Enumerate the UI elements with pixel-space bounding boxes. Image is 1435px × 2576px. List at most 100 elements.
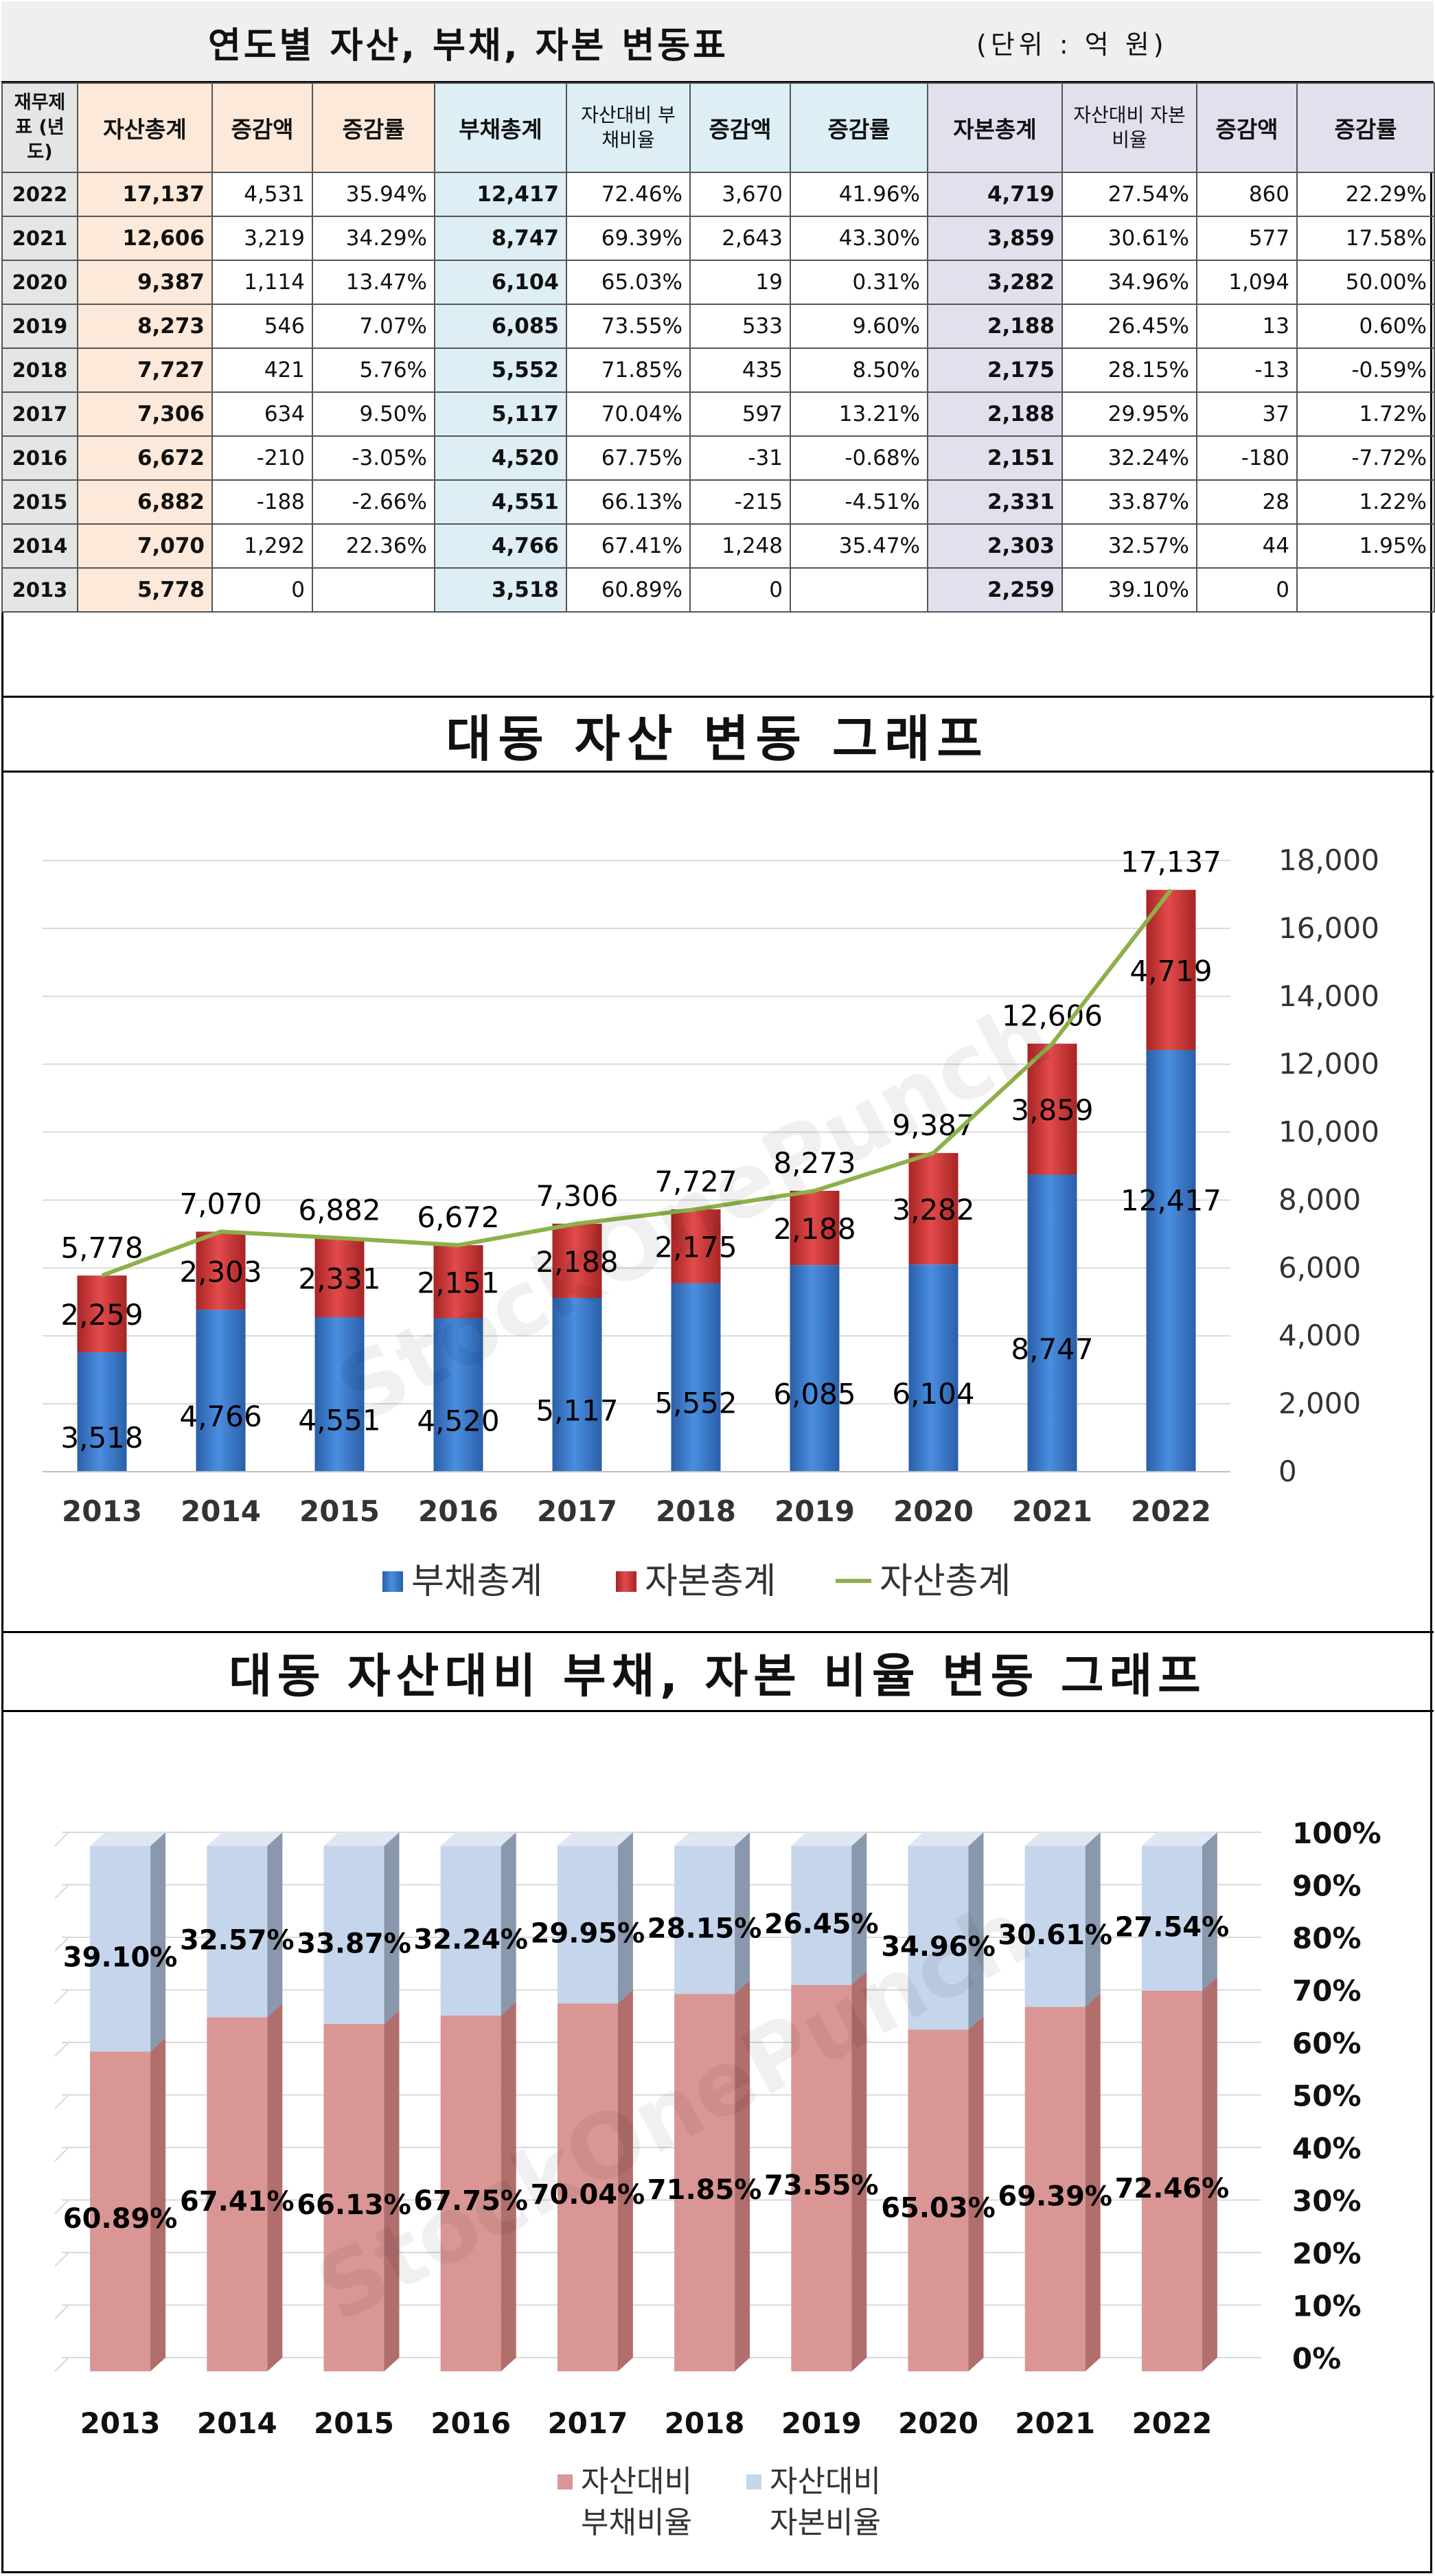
y-tick-label: 10%	[1292, 2290, 1362, 2323]
bar-cap-side	[851, 1832, 867, 1985]
data-label-liab: 6,085	[773, 1378, 856, 1411]
cell-c-rate: 1.72%	[1296, 391, 1435, 437]
gridline-side	[54, 1989, 69, 2005]
data-label-cap-ratio: 33.87%	[297, 1928, 411, 1960]
bar-liab-side	[1085, 1993, 1101, 2371]
bar-cap-ratio	[207, 1846, 268, 2018]
cell-year: 2013	[1, 567, 78, 613]
cell-cap: 3,282	[927, 260, 1063, 305]
bar-liab-side	[267, 2003, 283, 2371]
x-tick-label: 2021	[1015, 2406, 1095, 2440]
x-tick-label: 2019	[774, 1494, 855, 1528]
cell-c-ratio: 30.61%	[1061, 216, 1197, 261]
cell-l-rate: 43.30%	[790, 216, 928, 261]
cell-l-ratio: 69.39%	[566, 216, 691, 261]
data-label-total: 6,672	[417, 1200, 499, 1234]
cell-l-ratio: 67.75%	[566, 435, 691, 481]
legend-swatch	[382, 1571, 403, 1592]
cell-cap: 2,331	[927, 479, 1063, 525]
cell-l-rate: -0.68%	[790, 435, 928, 481]
cell-l-ratio: 71.85%	[566, 347, 691, 393]
table-row: 2021 12,606 3,219 34.29% 8,747 69.39% 2,643 43.…	[1, 216, 1435, 261]
cell-asset: 7,306	[77, 391, 213, 437]
cell-l-rate: 13.21%	[790, 391, 928, 437]
data-label-liab: 12,417	[1121, 1183, 1221, 1217]
data-label-cap: 2,151	[417, 1266, 499, 1299]
cell-liab: 6,104	[434, 260, 567, 305]
data-label-liab: 3,518	[60, 1421, 143, 1455]
cell-a-rate: 9.50%	[312, 391, 435, 437]
legend-label: 자산대비	[581, 2464, 692, 2499]
cell-liab: 5,552	[434, 347, 567, 393]
cell-l-chg: 597	[689, 391, 791, 437]
bar-cap-side	[735, 1832, 750, 1994]
cell-l-rate: 35.47%	[790, 523, 928, 569]
cell-year: 2020	[1, 260, 78, 305]
bar-cap-side	[267, 1832, 283, 2018]
y-tick-label: 18,000	[1278, 843, 1379, 877]
cell-a-rate: -3.05%	[312, 435, 435, 481]
y-tick-label: 4,000	[1278, 1319, 1361, 1352]
bar-liab-ratio	[791, 1985, 852, 2371]
cell-cap: 3,859	[927, 216, 1063, 261]
data-label-cap-ratio: 34.96%	[881, 1931, 996, 1963]
bar-top	[1024, 1832, 1101, 1846]
bar-cap	[790, 1190, 840, 1266]
legend-label: 자본총계	[645, 1561, 776, 1602]
table-row: 2017 7,306 634 9.50% 5,117 70.04% 597 13.21% 2,1…	[1, 391, 1435, 437]
cell-a-chg: 546	[211, 304, 313, 349]
cell-c-ratio: 33.87%	[1061, 479, 1197, 525]
cell-cap: 2,303	[927, 523, 1063, 569]
cell-asset: 17,137	[77, 172, 213, 217]
cell-cap: 2,259	[927, 567, 1063, 613]
cell-c-chg: 13	[1196, 304, 1298, 349]
x-tick-label: 2022	[1131, 1494, 1211, 1528]
header-asset-rate: 증감률	[312, 82, 435, 173]
y-tick-label: 20%	[1292, 2237, 1362, 2270]
x-tick-label: 2022	[1132, 2406, 1212, 2440]
cell-a-chg: -188	[211, 479, 313, 525]
bar-liab-side	[617, 1990, 633, 2371]
data-label-cap-ratio: 30.61%	[998, 1919, 1112, 1951]
x-tick-label: 2018	[656, 1494, 736, 1528]
bar-cap-side	[1085, 1832, 1101, 2007]
table-row: 2018 7,727 421 5.76% 5,552 71.85% 435 8.50% 2,17…	[1, 347, 1435, 393]
header-asset-change: 증감액	[211, 82, 313, 173]
y-tick-label: 40%	[1292, 2132, 1362, 2165]
cell-asset: 9,387	[77, 260, 213, 305]
data-label-liab: 5,552	[654, 1387, 737, 1420]
bar-cap-ratio	[908, 1846, 969, 2030]
financial-table: 재무제표 (년도) 자산총계 증감액 증감률 부채총계 자산대비 부채비율 증감…	[1, 82, 1435, 613]
bar-cap	[671, 1209, 721, 1284]
data-label-liab-ratio: 66.13%	[297, 2189, 411, 2221]
bar-cap-ratio	[557, 1846, 618, 2004]
bar-liab	[314, 1317, 365, 1472]
data-label-liab-ratio: 73.55%	[764, 2170, 879, 2202]
cell-liab: 6,085	[434, 304, 567, 349]
cell-a-rate: 7.07%	[312, 304, 435, 349]
data-label-liab: 4,551	[298, 1403, 380, 1437]
cell-c-rate	[1296, 567, 1435, 613]
cell-c-chg: -180	[1196, 435, 1298, 481]
y-tick-label: 14,000	[1278, 979, 1379, 1013]
legend-label: 자산총계	[880, 1561, 1011, 1602]
bar-liab-side	[968, 2016, 984, 2371]
cell-l-rate: 9.60%	[790, 304, 928, 349]
cell-asset: 7,727	[77, 347, 213, 393]
bar-liab	[552, 1297, 602, 1472]
bar-top	[791, 1832, 867, 1846]
data-label-cap: 2,303	[179, 1255, 262, 1288]
cell-l-chg: -215	[689, 479, 791, 525]
cell-c-chg: 860	[1196, 172, 1298, 217]
cell-liab: 8,747	[434, 216, 567, 261]
y-tick-label: 60%	[1292, 2027, 1362, 2060]
bar-liab	[908, 1264, 958, 1472]
data-label-cap: 2,188	[773, 1212, 856, 1246]
data-label-cap-ratio: 32.24%	[413, 1924, 528, 1955]
table-header-row: 재무제표 (년도) 자산총계 증감액 증감률 부채총계 자산대비 부채비율 증감…	[1, 82, 1435, 173]
y-tick-label: 0	[1278, 1455, 1297, 1488]
table-row: 2020 9,387 1,114 13.47% 6,104 65.03% 19 0.31% 3,…	[1, 260, 1435, 305]
data-label-liab: 5,117	[536, 1393, 618, 1427]
cell-l-chg: 0	[689, 567, 791, 613]
data-label-cap: 2,175	[654, 1231, 737, 1264]
